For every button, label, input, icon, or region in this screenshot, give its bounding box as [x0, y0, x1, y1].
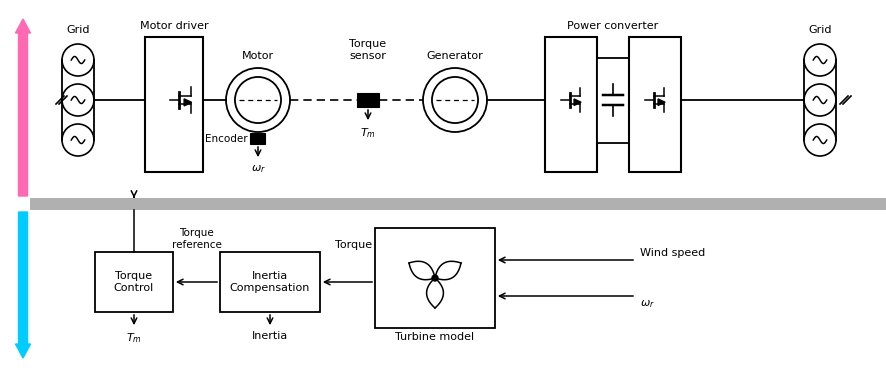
Bar [145, 37, 203, 172]
Text: Torque
sensor: Torque sensor [349, 40, 386, 61]
Text: $T_m$: $T_m$ [360, 126, 376, 140]
Text: Software: Software [18, 269, 28, 315]
Text: Power converter: Power converter [567, 21, 658, 31]
Text: $\omega_r$: $\omega_r$ [251, 163, 266, 175]
Text: Grid: Grid [66, 25, 89, 35]
Circle shape [432, 275, 438, 281]
Bar [597, 57, 629, 142]
Text: Inertia: Inertia [252, 331, 288, 341]
Bar [357, 93, 379, 107]
Bar [30, 198, 886, 210]
Bar [95, 252, 173, 312]
Text: Motor: Motor [242, 51, 274, 61]
Polygon shape [574, 99, 581, 106]
Text: Wind speed: Wind speed [640, 248, 705, 258]
Text: $T_m$: $T_m$ [126, 331, 142, 345]
Bar [220, 252, 320, 312]
Text: Torque
Control: Torque Control [114, 271, 154, 293]
Polygon shape [184, 99, 191, 106]
Polygon shape [658, 99, 665, 106]
Bar [629, 37, 681, 172]
Text: Turbine model: Turbine model [395, 332, 475, 342]
Bar [251, 133, 266, 144]
Text: Torque: Torque [335, 240, 372, 250]
Text: Inertia
Compensation: Inertia Compensation [229, 271, 310, 293]
Text: Torque
reference: Torque reference [172, 228, 222, 250]
Text: Encoder: Encoder [205, 133, 247, 144]
Text: Generator: Generator [427, 51, 484, 61]
Text: Grid: Grid [808, 25, 832, 35]
Bar [545, 37, 597, 172]
Text: Motor driver: Motor driver [140, 21, 208, 31]
FancyArrow shape [15, 212, 30, 358]
Text: $\omega_r$: $\omega_r$ [640, 298, 655, 310]
FancyArrow shape [15, 19, 30, 196]
Bar [375, 228, 495, 328]
Text: Hardware: Hardware [18, 75, 28, 126]
